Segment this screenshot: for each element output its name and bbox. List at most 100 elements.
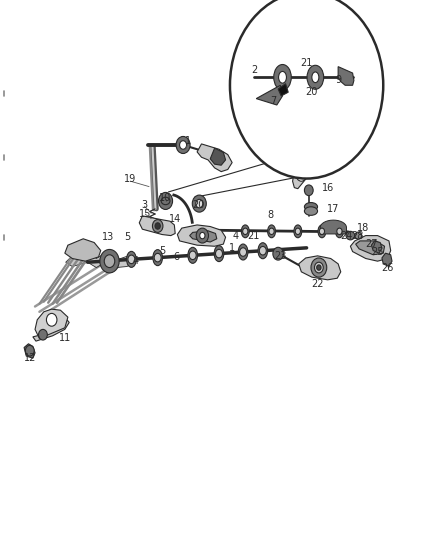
Circle shape — [337, 228, 342, 235]
Polygon shape — [382, 253, 392, 266]
Circle shape — [230, 0, 383, 179]
Text: 4: 4 — [133, 256, 139, 266]
Text: 25: 25 — [371, 247, 384, 256]
Ellipse shape — [355, 232, 362, 239]
Text: 1: 1 — [185, 136, 191, 146]
Circle shape — [100, 249, 119, 273]
Polygon shape — [278, 84, 288, 96]
Text: 18: 18 — [357, 223, 369, 233]
Text: 7: 7 — [271, 96, 277, 106]
Ellipse shape — [318, 225, 326, 238]
Circle shape — [46, 313, 57, 326]
Circle shape — [311, 258, 327, 277]
Polygon shape — [210, 148, 226, 165]
Ellipse shape — [307, 66, 324, 90]
Ellipse shape — [241, 225, 249, 238]
Text: 21: 21 — [247, 231, 259, 240]
Polygon shape — [139, 216, 175, 236]
Circle shape — [273, 247, 283, 260]
Text: 16: 16 — [321, 183, 334, 192]
Circle shape — [319, 228, 325, 235]
Text: 26: 26 — [381, 263, 394, 272]
Ellipse shape — [294, 225, 302, 238]
Circle shape — [180, 141, 187, 149]
Circle shape — [25, 345, 34, 356]
Ellipse shape — [127, 252, 136, 268]
Text: 15: 15 — [139, 209, 152, 219]
Polygon shape — [293, 163, 307, 189]
Text: 5: 5 — [159, 246, 165, 255]
Ellipse shape — [274, 64, 291, 90]
Ellipse shape — [304, 207, 318, 215]
Circle shape — [128, 255, 135, 264]
Polygon shape — [356, 241, 385, 255]
Text: 22: 22 — [311, 279, 324, 288]
Ellipse shape — [105, 253, 114, 269]
Polygon shape — [66, 252, 136, 268]
Ellipse shape — [312, 72, 319, 83]
Polygon shape — [35, 309, 68, 338]
Text: 5: 5 — [124, 232, 130, 242]
Polygon shape — [24, 344, 35, 358]
Text: 9: 9 — [335, 75, 341, 85]
Text: 14: 14 — [169, 214, 181, 223]
Circle shape — [240, 248, 247, 256]
Polygon shape — [65, 239, 101, 261]
Text: 8: 8 — [268, 211, 274, 220]
Ellipse shape — [238, 244, 248, 260]
Circle shape — [196, 199, 203, 208]
Ellipse shape — [279, 71, 286, 83]
Ellipse shape — [161, 197, 170, 205]
Polygon shape — [190, 231, 217, 242]
Text: 20: 20 — [305, 87, 317, 96]
Text: 19: 19 — [124, 174, 137, 183]
Circle shape — [154, 253, 161, 262]
Ellipse shape — [153, 249, 162, 265]
Ellipse shape — [214, 246, 224, 262]
Ellipse shape — [268, 225, 276, 238]
Polygon shape — [33, 312, 69, 341]
Ellipse shape — [188, 247, 198, 263]
Circle shape — [106, 256, 113, 265]
Polygon shape — [371, 241, 382, 253]
Circle shape — [152, 220, 163, 232]
Circle shape — [104, 255, 115, 268]
Text: 3: 3 — [141, 200, 148, 210]
Text: 4: 4 — [233, 231, 239, 240]
Circle shape — [295, 228, 300, 235]
Text: 23: 23 — [274, 251, 286, 261]
Text: 28: 28 — [351, 231, 363, 240]
Circle shape — [176, 136, 190, 154]
Text: 20: 20 — [192, 200, 204, 210]
Polygon shape — [350, 236, 391, 261]
Polygon shape — [177, 225, 226, 246]
Polygon shape — [197, 144, 232, 172]
Text: 27: 27 — [365, 239, 378, 249]
Polygon shape — [256, 85, 283, 105]
Text: 13: 13 — [102, 232, 114, 242]
Polygon shape — [338, 67, 354, 85]
Ellipse shape — [304, 203, 318, 211]
Circle shape — [189, 251, 196, 260]
Circle shape — [269, 228, 274, 235]
Text: 17: 17 — [327, 204, 339, 214]
Circle shape — [155, 223, 160, 229]
Circle shape — [39, 329, 47, 340]
Circle shape — [159, 192, 173, 209]
Circle shape — [192, 195, 206, 212]
Circle shape — [317, 265, 321, 270]
Circle shape — [314, 262, 323, 273]
Circle shape — [259, 246, 266, 255]
Circle shape — [196, 228, 208, 243]
Text: 21: 21 — [300, 58, 313, 68]
Text: 2: 2 — [251, 66, 257, 75]
Ellipse shape — [258, 243, 268, 259]
Circle shape — [200, 232, 205, 239]
Circle shape — [296, 168, 307, 181]
Circle shape — [304, 185, 313, 196]
Text: 12: 12 — [24, 353, 36, 363]
Text: 6: 6 — [173, 252, 179, 262]
Text: 1: 1 — [229, 243, 235, 253]
Ellipse shape — [346, 231, 355, 240]
Polygon shape — [299, 256, 341, 280]
